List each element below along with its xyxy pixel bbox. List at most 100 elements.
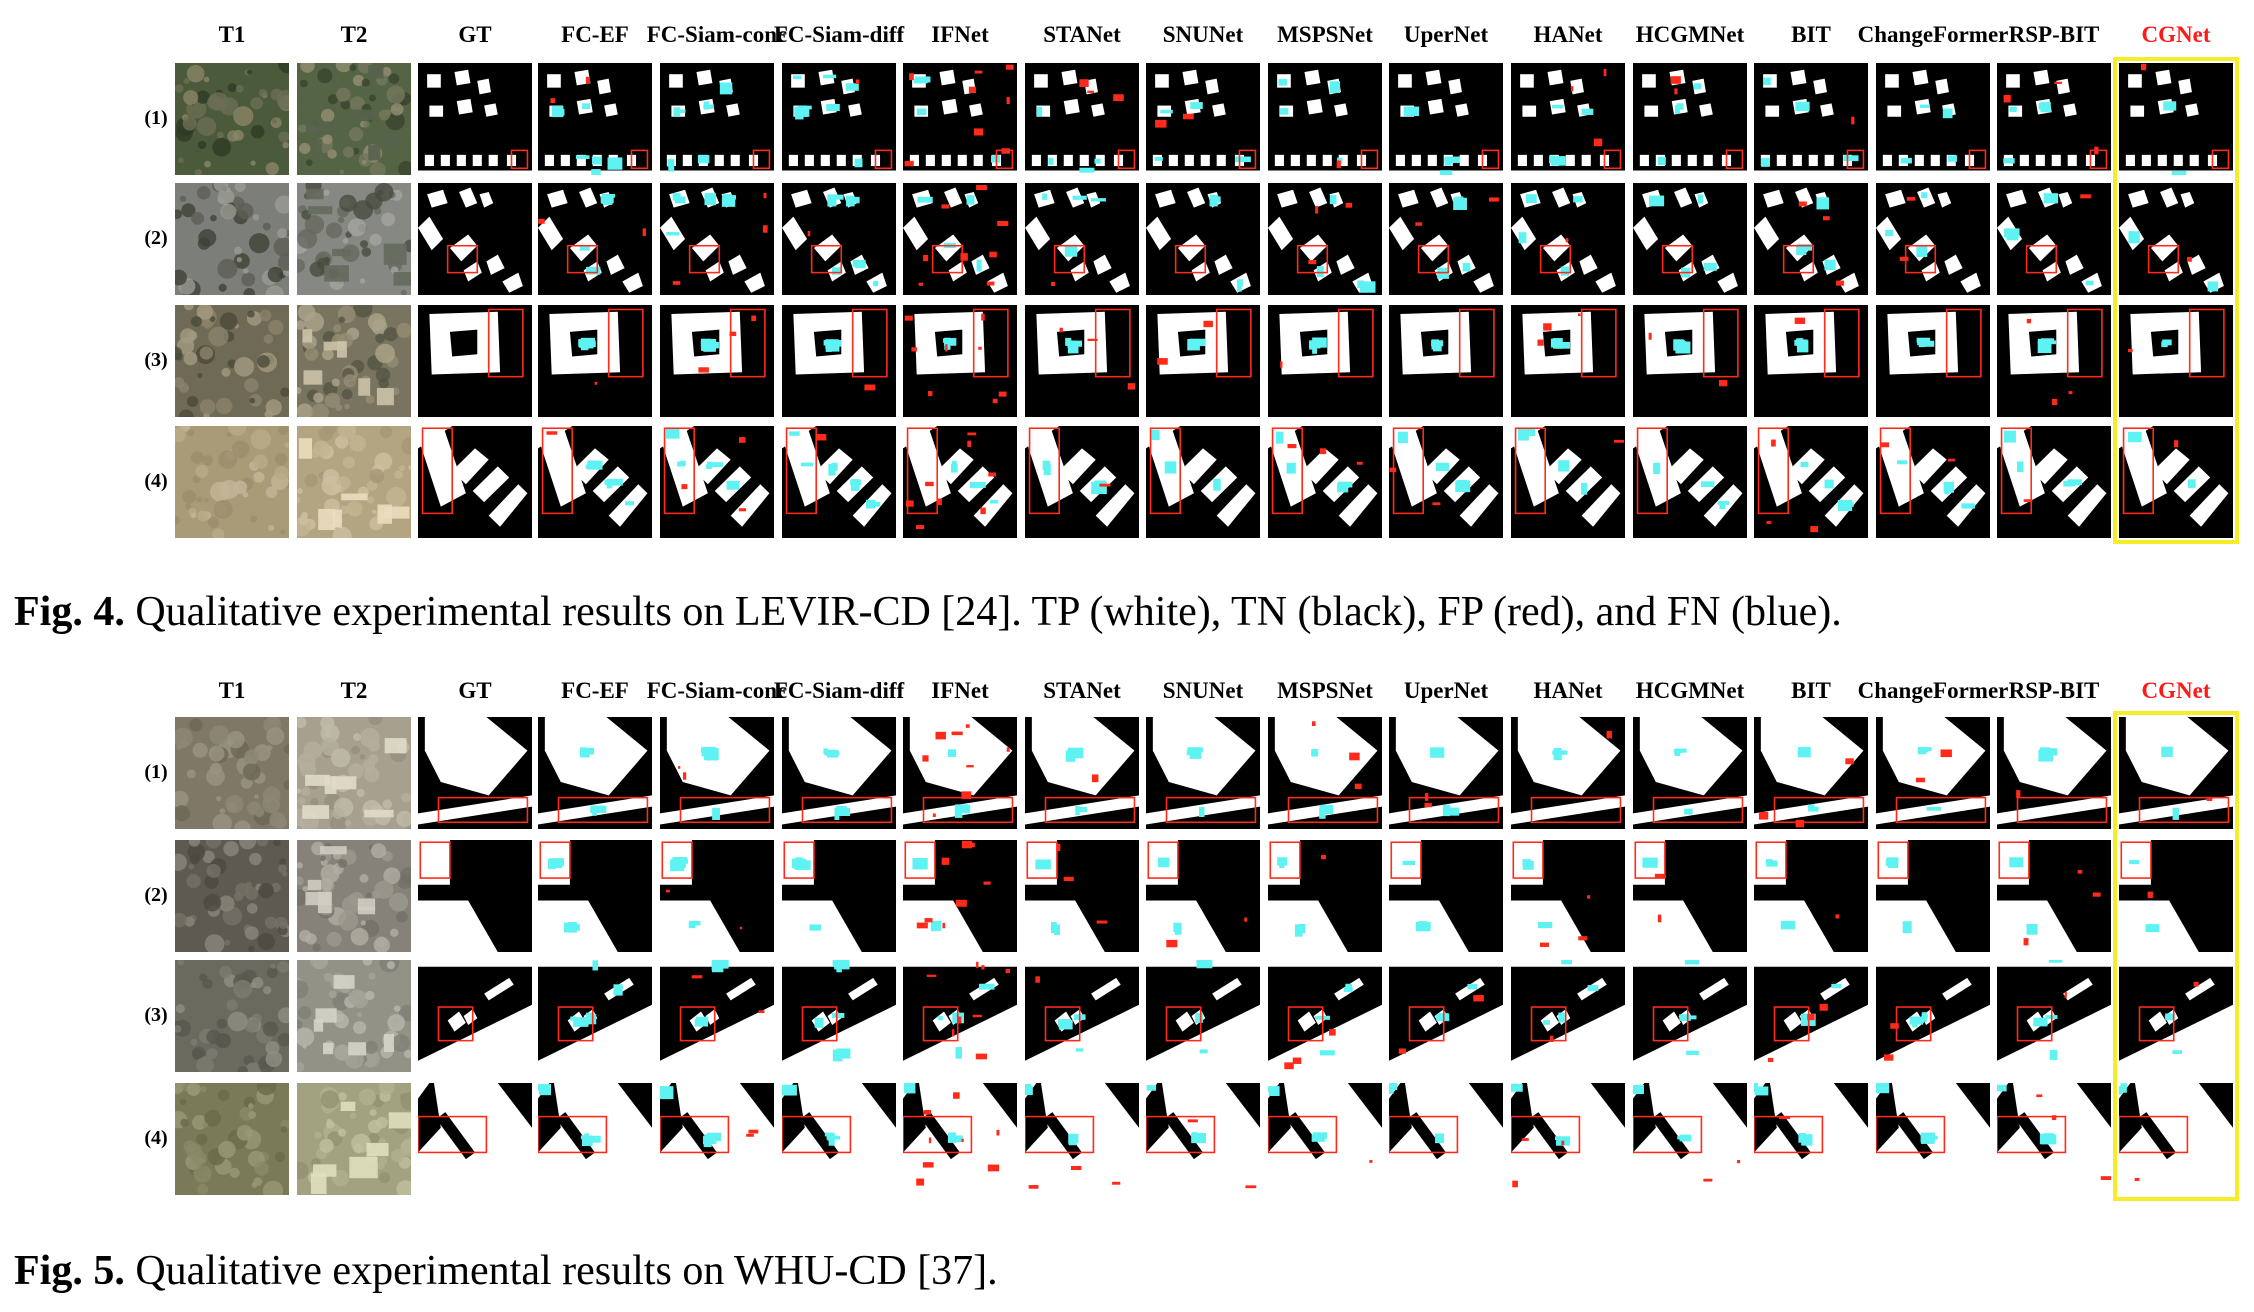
change-map-rsp-bit-row-3 [1997,305,2111,417]
change-map-fc-siam-conc-row-2 [660,183,774,295]
change-map-changeformer-row-2 [1876,183,1990,295]
change-map-hanet-row-1 [1511,717,1625,829]
change-map-upernet-row-4 [1389,426,1503,538]
change-map-upernet-row-3 [1389,305,1503,417]
change-map-rsp-bit-row-2 [1997,840,2111,952]
column-header-rsp-bit: RSP-BIT [2008,678,2100,703]
change-map-mspsnet-row-1 [1268,717,1382,829]
change-map-changeformer-row-3 [1876,305,1990,417]
image-t2-row-3 [297,960,411,1072]
column-header-t2: T2 [340,22,368,47]
change-map-upernet-row-4 [1389,1083,1503,1195]
change-map-cgnet-row-4 [2119,426,2233,538]
change-map-hanet-row-3 [1511,305,1625,417]
column-header-rsp-bit: RSP-BIT [2008,22,2100,47]
change-map-changeformer-row-1 [1876,717,1990,829]
change-map-stanet-row-4 [1025,1083,1139,1195]
change-map-gt-row-1 [418,717,532,829]
change-map-hcgmnet-row-4 [1633,1083,1747,1195]
change-map-bit-row-3 [1754,960,1868,1072]
image-t2-row-1 [297,717,411,829]
row-label-4: (4) [144,1127,168,1149]
change-map-hcgmnet-row-3 [1633,305,1747,417]
change-map-bit-row-1 [1754,717,1868,829]
column-header-fc-ef: FC-EF [561,22,629,47]
figure-5-caption-label: Fig. 5. [14,1248,125,1294]
change-map-upernet-row-2 [1389,183,1503,295]
column-header-hcgmnet: HCGMNet [1635,22,1745,47]
change-map-cgnet-row-3 [2119,305,2233,417]
column-header-upernet: UperNet [1403,22,1489,47]
change-map-fc-siam-diff-row-3 [782,305,896,417]
change-map-gt-row-1 [418,63,532,175]
column-header-fc-siam-diff: FC-Siam-diff [773,678,905,703]
image-t2-row-4 [297,1083,411,1195]
row-label-3: (3) [144,1004,168,1026]
change-map-snunet-row-1 [1146,717,1260,829]
change-map-fc-ef-row-3 [538,960,652,1072]
image-t1-row-2 [175,183,289,295]
change-map-fc-siam-conc-row-1 [660,717,774,829]
image-t2-row-4 [297,426,411,538]
column-header-gt: GT [458,22,492,47]
image-t1-row-3 [175,305,289,417]
change-map-ifnet-row-2 [903,183,1017,295]
change-map-upernet-row-1 [1389,717,1503,829]
change-map-snunet-row-3 [1146,305,1260,417]
change-map-gt-row-2 [418,840,532,952]
column-header-mspsnet: MSPSNet [1277,22,1373,47]
row-label-3: (3) [144,349,168,371]
column-header-changeformer: ChangeFormer [1857,678,2009,703]
row-label-2: (2) [144,227,168,249]
change-map-changeformer-row-4 [1876,1083,1990,1195]
change-map-bit-row-2 [1754,183,1868,295]
column-header-bit: BIT [1791,678,1831,703]
figure-4-caption-text: Qualitative experimental results on LEVI… [124,589,1842,635]
column-header-cgnet: CGNet [2141,678,2211,703]
column-header-stanet: STANet [1043,22,1121,47]
change-map-rsp-bit-row-3 [1997,960,2111,1072]
change-map-fc-ef-row-4 [538,1083,652,1195]
change-map-rsp-bit-row-2 [1997,183,2111,295]
change-map-gt-row-4 [418,1083,532,1195]
image-t1-row-1 [175,717,289,829]
column-header-hanet: HANet [1533,678,1603,703]
change-map-stanet-row-3 [1025,960,1139,1072]
change-map-fc-ef-row-1 [538,717,652,829]
column-header-hcgmnet: HCGMNet [1635,678,1745,703]
change-map-ifnet-row-1 [903,717,1017,829]
column-header-changeformer: ChangeFormer [1857,22,2009,47]
change-map-fc-siam-diff-row-2 [782,183,896,295]
change-map-ifnet-row-1 [903,63,1017,175]
change-map-gt-row-3 [418,305,532,417]
change-map-fc-ef-row-1 [538,63,652,175]
change-map-hcgmnet-row-3 [1633,960,1747,1072]
change-map-fc-siam-conc-row-2 [660,840,774,952]
change-map-mspsnet-row-3 [1268,305,1382,417]
row-label-2: (2) [144,884,168,906]
change-map-stanet-row-4 [1025,426,1139,538]
change-map-fc-ef-row-2 [538,840,652,952]
change-map-bit-row-4 [1754,1083,1868,1195]
figure-5-caption: Fig. 5. Qualitative experimental results… [14,1247,998,1295]
column-header-fc-siam-diff: FC-Siam-diff [773,22,905,47]
change-map-mspsnet-row-4 [1268,426,1382,538]
change-map-cgnet-row-2 [2119,183,2233,295]
change-map-changeformer-row-1 [1876,63,1990,175]
column-header-bit: BIT [1791,22,1831,47]
cgnet-highlight-frame [2113,711,2239,1201]
change-map-bit-row-4 [1754,426,1868,538]
change-map-bit-row-1 [1754,63,1868,175]
change-map-hanet-row-3 [1511,960,1625,1072]
change-map-ifnet-row-3 [903,960,1017,1072]
column-header-t1: T1 [218,22,246,47]
figure-4-caption: Fig. 4. Qualitative experimental results… [14,588,1842,636]
change-map-snunet-row-2 [1146,183,1260,295]
change-map-gt-row-2 [418,183,532,295]
change-map-cgnet-row-4 [2119,1083,2233,1195]
change-map-cgnet-row-2 [2119,840,2233,952]
column-header-fc-siam-conc: FC-Siam-conc [646,22,788,47]
change-map-fc-siam-diff-row-1 [782,717,896,829]
change-map-snunet-row-4 [1146,1083,1260,1195]
change-map-stanet-row-1 [1025,717,1139,829]
